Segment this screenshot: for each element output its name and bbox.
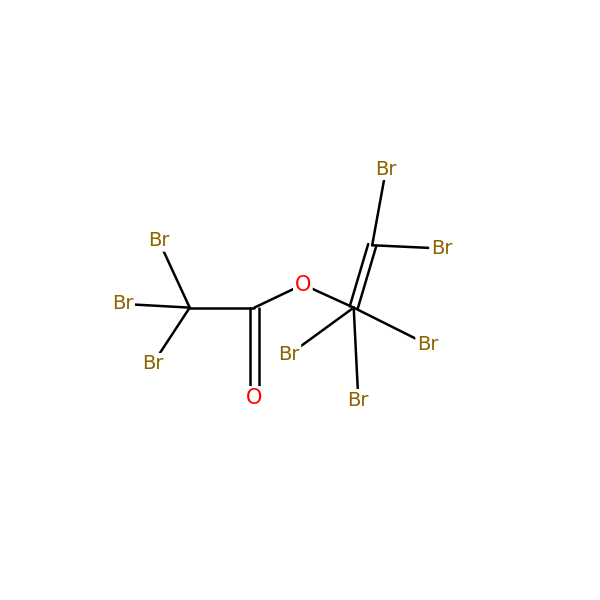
Text: Br: Br bbox=[347, 391, 369, 410]
Text: O: O bbox=[295, 275, 311, 295]
Text: Br: Br bbox=[417, 335, 439, 354]
Text: Br: Br bbox=[431, 239, 452, 258]
Text: Br: Br bbox=[148, 231, 169, 250]
Text: Br: Br bbox=[375, 160, 397, 179]
Text: Br: Br bbox=[142, 355, 163, 373]
Text: Br: Br bbox=[278, 345, 300, 364]
Text: O: O bbox=[246, 388, 263, 408]
Text: Br: Br bbox=[112, 295, 133, 313]
